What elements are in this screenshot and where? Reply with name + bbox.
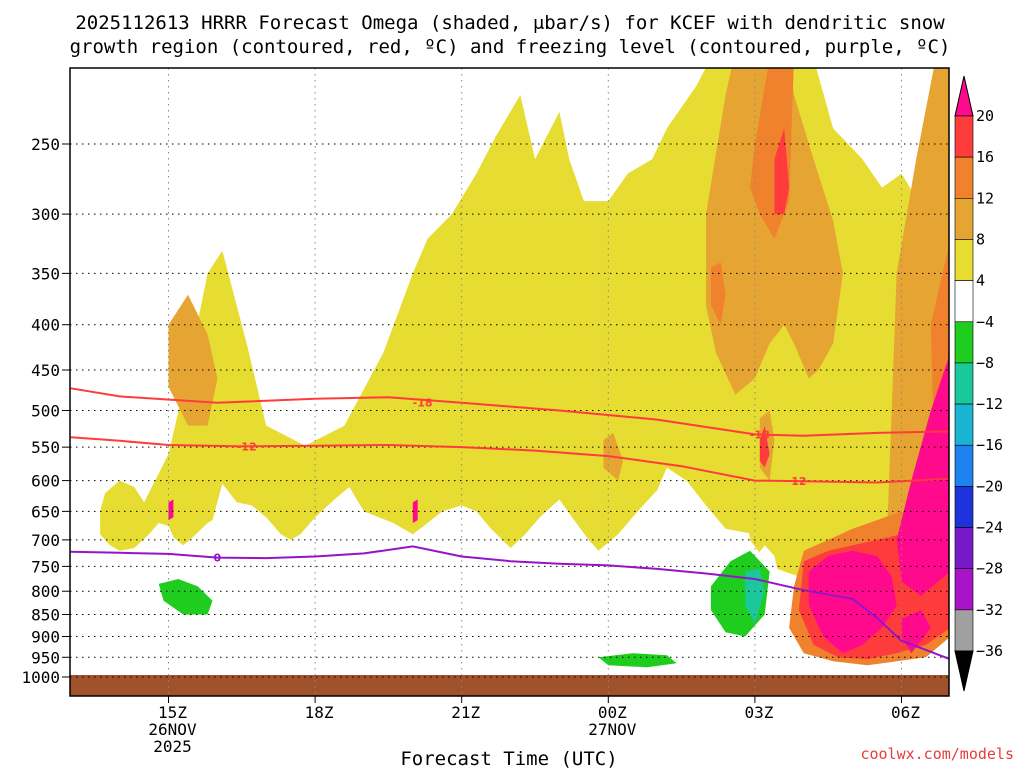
colorbar-bin-1 [954, 156, 974, 199]
chart-title: 2025112613 HRRR Forecast Omega (shaded, … [70, 12, 951, 58]
colorbar-bin-7 [954, 403, 974, 446]
omega-shading [95, 68, 949, 668]
y-tick-label-600: 600 [31, 472, 60, 491]
x-tick-label-18Z-0: 18Z [305, 703, 334, 722]
y-tick-label-350: 350 [31, 264, 60, 283]
y-tick-label-250: 250 [31, 135, 60, 154]
colorbar-label-10: −24 [976, 519, 1003, 537]
omega-region-18 [710, 262, 726, 325]
x-tick-label-03Z-0: 03Z [744, 703, 773, 722]
plot-frame [69, 67, 950, 697]
colorbar-label-6: −8 [976, 354, 994, 372]
y-tick-label-900: 900 [31, 627, 60, 646]
omega-region-7 [539, 545, 790, 666]
colorbar-bin-4 [954, 280, 974, 323]
omega-region-6 [329, 556, 545, 660]
colorbar-label-3: 8 [976, 230, 985, 248]
y-tick-label-400: 400 [31, 316, 60, 335]
isotherm-line-2 [70, 545, 949, 660]
isotherm-line-1 [70, 436, 949, 484]
omega-region-3 [95, 262, 145, 387]
omega-region-24 [808, 550, 897, 654]
x-tick-label-21Z-0: 21Z [451, 703, 480, 722]
x-tick-label-15Z-1: 26NOV [148, 720, 197, 739]
x-tick-label-00Z-1: 27NOV [588, 720, 637, 739]
y-tick-label-950: 950 [31, 648, 60, 667]
colorbar: 20 16 12 8 4 −4 −8 −12 −16 −20 −24 −28 −32 −36 [954, 75, 1003, 692]
colorbar-bin-3 [954, 239, 974, 281]
contour-label-0: -18 [413, 397, 433, 410]
omega-region-22 [759, 425, 770, 468]
colorbar-label-8: −16 [976, 436, 1003, 454]
colorbar-label-5: −4 [976, 313, 994, 331]
credit-text: coolwx.com/models [860, 745, 1014, 763]
omega-region-27 [168, 499, 174, 521]
y-tick-label-300: 300 [31, 205, 60, 224]
y-tick-label-800: 800 [31, 582, 60, 601]
colorbar-bin-12 [954, 609, 974, 652]
colorbar-bin-8 [954, 444, 974, 487]
colorbar-label-9: −20 [976, 477, 1003, 495]
contour-label-1: -18 [750, 428, 770, 441]
x-tick-label-00Z-0: 00Z [598, 703, 627, 722]
isotherm-line-0 [70, 387, 949, 437]
colorbar-label-11: −28 [976, 560, 1003, 578]
omega-region-21 [774, 128, 790, 215]
colorbar-bin-0 [954, 115, 974, 158]
y-tick-label-850: 850 [31, 606, 60, 625]
colorbar-bin-11 [954, 568, 974, 611]
omega-region-28 [412, 499, 418, 523]
y-tick-label-750: 750 [31, 557, 60, 576]
omega-region-2 [246, 68, 374, 325]
colorbar-bin-2 [954, 198, 974, 240]
y-tick-label-1000: 1000 [21, 668, 60, 687]
omega-region-8 [158, 579, 213, 615]
colorbar-bottom-arrow [954, 650, 974, 692]
x-tick-label-06Z-0: 06Z [891, 703, 920, 722]
title-line-1: 2025112613 HRRR Forecast Omega (shaded, … [75, 12, 945, 34]
colorbar-label-12: −32 [976, 601, 1003, 619]
omega-region-10 [598, 653, 677, 668]
colorbar-label-4: 4 [976, 272, 985, 290]
colorbar-label-1: 16 [976, 148, 994, 166]
colorbar-label-0: 20 [976, 107, 994, 125]
colorbar-bin-6 [954, 362, 974, 405]
x-axis-title: Forecast Time (UTC) [400, 748, 617, 768]
colorbar-label-2: 12 [976, 189, 994, 207]
pressure-axis: 250 300 350 400 450 500 550 600 650 700 750 800 850 9… [21, 135, 70, 687]
colorbar-label-7: −12 [976, 395, 1003, 413]
omega-region-25 [896, 356, 949, 596]
colorbar-label-13: −36 [976, 642, 1003, 660]
title-line-2: growth region (contoured, red, ºC) and f… [70, 36, 951, 58]
colorbar-top-arrow [954, 75, 974, 117]
contour-label-4: 0 [214, 552, 222, 565]
below-ground-band [70, 675, 949, 696]
colorbar-bin-9 [954, 486, 974, 528]
y-tick-label-450: 450 [31, 361, 60, 380]
contour-label-2: -12 [237, 440, 257, 453]
colorbar-bin-10 [954, 527, 974, 569]
y-tick-label-700: 700 [31, 531, 60, 550]
y-tick-label-500: 500 [31, 402, 60, 421]
omega-region-13 [168, 294, 218, 426]
x-tick-label-15Z-0: 15Z [158, 703, 187, 722]
y-tick-label-650: 650 [31, 502, 60, 521]
colorbar-bin-5 [954, 321, 974, 364]
x-tick-label-15Z-2: 2025 [153, 737, 192, 756]
contour-label-3: 12 [791, 475, 806, 488]
contour-labels: -18 -18 -12 12 0 [214, 397, 807, 565]
y-tick-label-550: 550 [31, 438, 60, 457]
isotherm-contours [70, 387, 949, 660]
